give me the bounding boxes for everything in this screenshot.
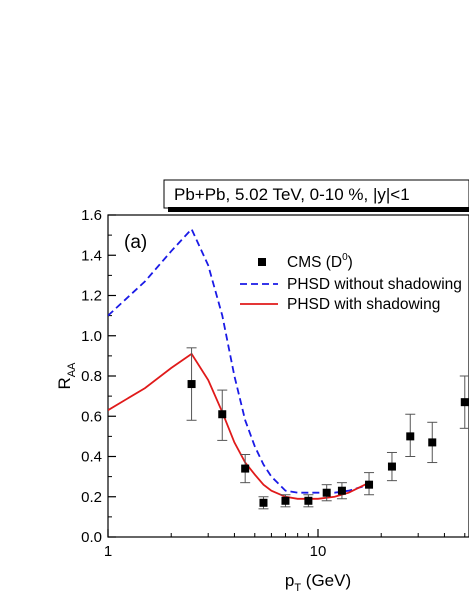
legend-label: CMS (D0) xyxy=(287,252,353,271)
axis-ticks: 0.0 0.2 0.4 0.6 0.8 1.0 1.2 1.4 1.6 1 10 xyxy=(81,207,466,560)
point-marker xyxy=(460,398,469,407)
y-tick-label: 0.6 xyxy=(81,408,102,425)
point-marker xyxy=(241,464,250,473)
point-marker xyxy=(259,498,268,507)
data-point xyxy=(280,494,291,508)
x-axis-label-rest: (GeV) xyxy=(301,571,351,590)
y-tick-label: 1.0 xyxy=(81,328,102,345)
legend-label-tail: ) xyxy=(348,254,353,271)
y-tick-label: 0.4 xyxy=(81,449,102,466)
data-point xyxy=(459,375,469,429)
point-marker xyxy=(337,486,346,495)
data-point xyxy=(336,482,347,500)
point-marker xyxy=(218,410,227,419)
y-axis-label-sub: AA xyxy=(66,362,78,377)
legend: CMS (D0) PHSD without shadowing PHSD with … xyxy=(240,252,462,313)
data-point xyxy=(186,347,197,421)
series-line-1 xyxy=(108,227,370,494)
data-point xyxy=(364,472,375,496)
x-tick-label: 10 xyxy=(310,543,327,560)
data-point xyxy=(217,389,228,441)
y-tick-label: 1.2 xyxy=(81,288,102,305)
title-shadow xyxy=(168,207,469,212)
point-marker xyxy=(304,496,313,505)
x-axis-label-base: p xyxy=(285,571,294,590)
legend-label: PHSD without shadowing xyxy=(287,276,462,293)
data-point xyxy=(303,494,314,508)
x-tick-label: 1 xyxy=(104,543,112,560)
legend-label-sup: 0 xyxy=(342,252,348,263)
y-axis-label: RAA xyxy=(55,362,78,390)
point-marker xyxy=(387,462,396,471)
legend-item: PHSD without shadowing xyxy=(240,276,462,293)
y-tick-label: 0.8 xyxy=(81,368,102,385)
point-marker xyxy=(365,480,374,489)
point-marker xyxy=(428,438,437,447)
legend-item: PHSD with shadowing xyxy=(240,296,440,313)
title-box: Pb+Pb, 5.02 TeV, 0-10 %, |y|<1 xyxy=(163,179,469,212)
point-marker xyxy=(406,432,415,441)
point-marker xyxy=(187,380,196,389)
y-axis-label-base: R xyxy=(55,377,74,389)
legend-item: CMS (D0) xyxy=(258,252,353,271)
data-point xyxy=(386,451,397,482)
data-point xyxy=(240,453,251,484)
series-line-2 xyxy=(108,352,370,500)
point-marker xyxy=(322,488,331,497)
legend-label: PHSD with shadowing xyxy=(287,296,440,313)
series-layer xyxy=(108,227,469,510)
legend-label-base: CMS (D xyxy=(287,254,342,271)
y-tick-label: 1.4 xyxy=(81,247,102,264)
point-marker xyxy=(281,496,290,505)
x-axis-label-sub: T xyxy=(294,582,301,594)
y-tick-label: 1.6 xyxy=(81,207,102,224)
chart-title: Pb+Pb, 5.02 TeV, 0-10 %, |y|<1 xyxy=(174,185,410,204)
x-axis-label: pT (GeV) xyxy=(285,571,351,594)
data-point xyxy=(405,413,416,457)
y-tick-label: 0.0 xyxy=(81,529,102,546)
panel-label: (a) xyxy=(124,232,147,253)
data-point xyxy=(321,484,332,502)
legend-marker xyxy=(258,258,266,266)
title-frame xyxy=(163,179,469,209)
y-tick-label: 0.2 xyxy=(81,489,102,506)
data-point xyxy=(258,496,269,510)
data-point xyxy=(427,421,438,464)
